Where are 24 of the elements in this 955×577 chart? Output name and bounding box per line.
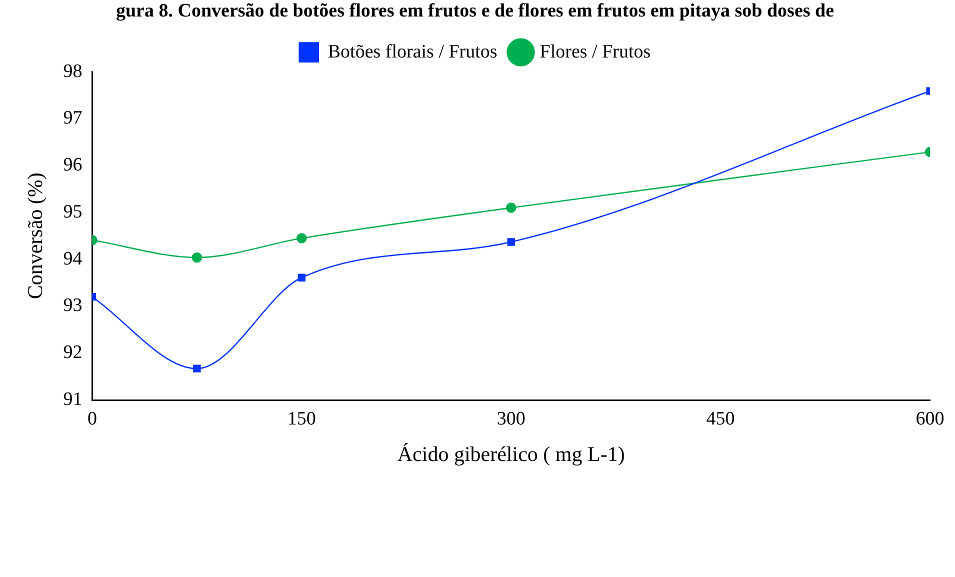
point xyxy=(298,274,306,282)
x-tick-label: 600 xyxy=(916,408,944,430)
point xyxy=(193,364,201,372)
chart-title: gura 8. Conversão de botões flores em frutos e de flores em frutos em pitaya sob doses de xyxy=(116,0,834,22)
point xyxy=(192,252,202,263)
y-tick-label: 94 xyxy=(63,248,83,270)
y-tick-label: 96 xyxy=(63,154,82,176)
x-tick-label: 450 xyxy=(706,408,735,430)
legend-label: Botões florais / Frutos xyxy=(328,41,498,62)
x-tick-label: 0 xyxy=(87,408,97,430)
point xyxy=(506,202,516,213)
point xyxy=(507,238,515,246)
y-tick-label: 91 xyxy=(63,388,82,410)
x-tick-label: 150 xyxy=(287,408,316,430)
point xyxy=(296,233,307,244)
y-axis-title: Conversão (%) xyxy=(23,172,48,300)
x-axis-title: Ácido giberélico ( mg L-1) xyxy=(397,442,625,466)
y-tick-label: 97 xyxy=(63,108,82,129)
legend-label: Flores / Frutos xyxy=(540,41,651,62)
y-tick-label: 98 xyxy=(63,60,82,82)
y-tick-label: 93 xyxy=(63,295,82,316)
x-tick-label: 300 xyxy=(496,408,526,430)
y-tick-label: 92 xyxy=(63,342,82,364)
y-tick-label: 95 xyxy=(63,201,82,222)
